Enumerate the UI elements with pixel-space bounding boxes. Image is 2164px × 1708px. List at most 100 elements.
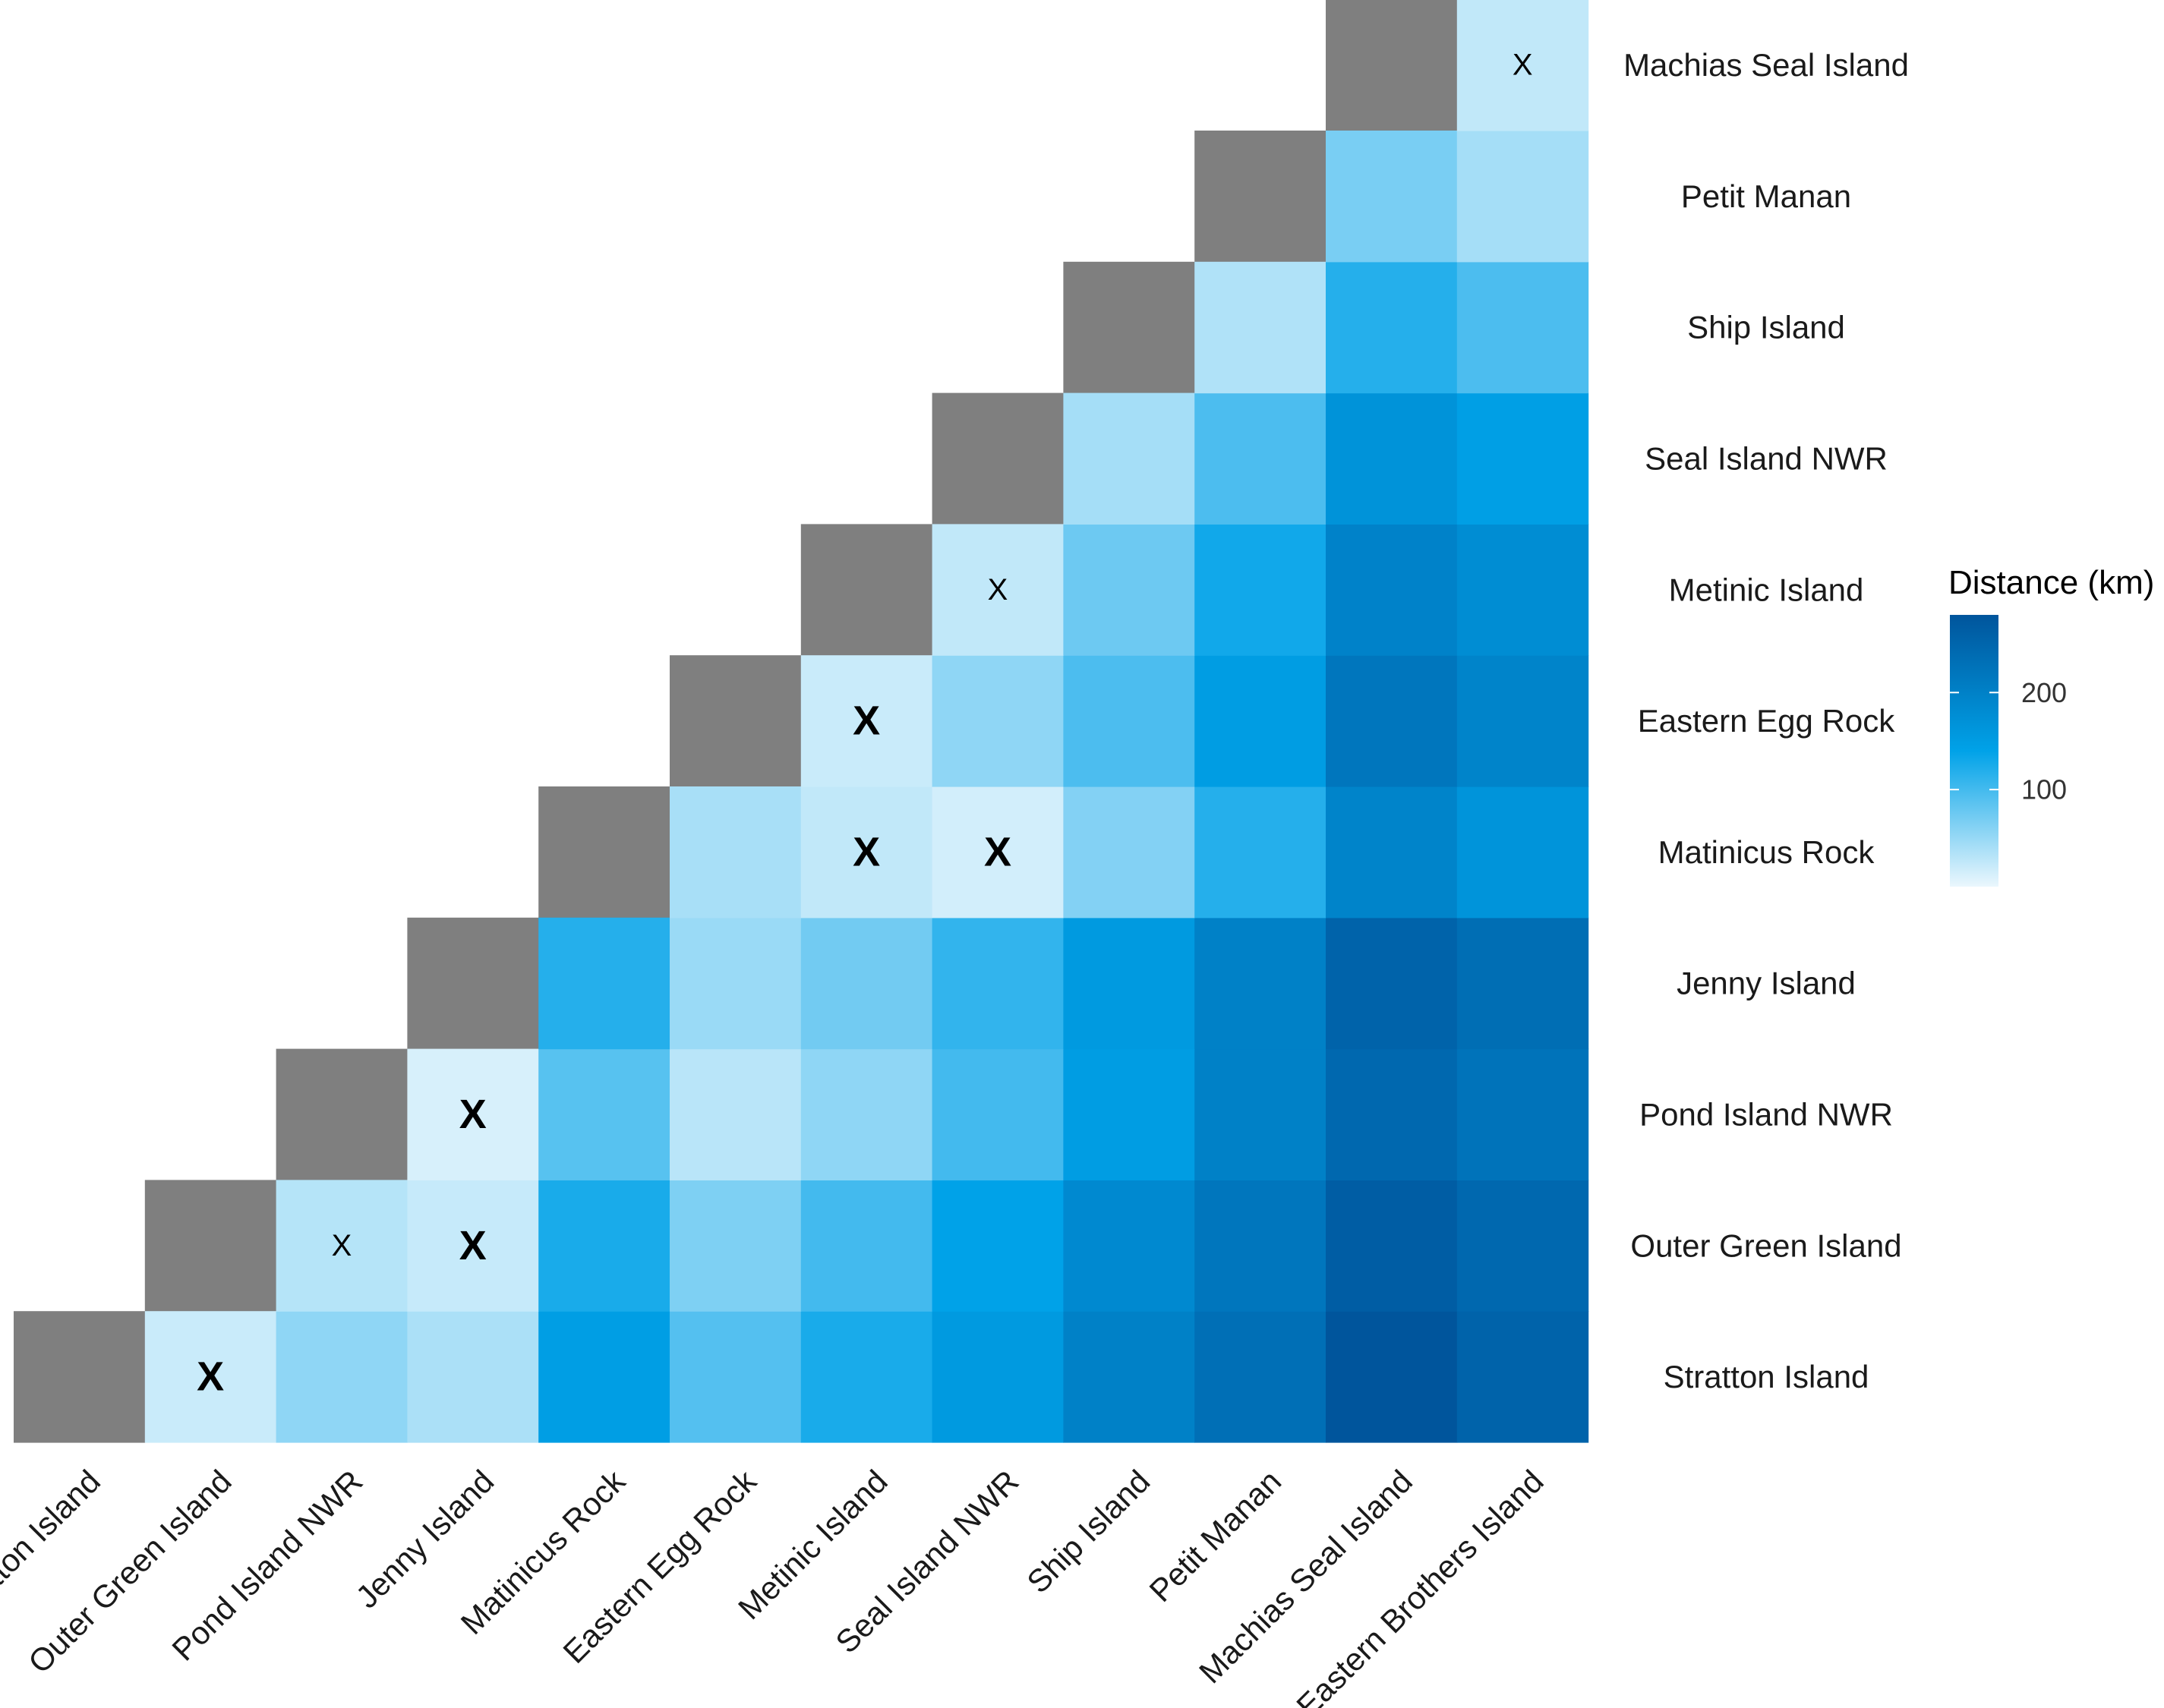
heatmap-cell	[932, 786, 1064, 919]
heatmap-cell	[1456, 1180, 1589, 1312]
diagonal-cell	[1063, 261, 1195, 394]
significance-mark: X	[988, 573, 1008, 607]
x-tick-label: Petit Manan	[1142, 1463, 1288, 1609]
heatmap-cell	[670, 1180, 802, 1312]
heatmap-cell	[670, 1048, 802, 1180]
x-tick-label: Eastern Brothers Island	[1289, 1463, 1550, 1708]
heatmap-cell	[932, 1048, 1064, 1180]
y-tick-label: Jenny Island	[1677, 966, 1856, 1001]
heatmap-cell	[670, 786, 802, 919]
heatmap-cell	[1326, 261, 1458, 394]
y-tick-label: Outer Green Island	[1630, 1227, 1901, 1263]
heatmap-cell	[276, 1180, 408, 1312]
heatmap-cell	[1326, 917, 1458, 1050]
diagonal-cell	[800, 524, 933, 656]
heatmap-cell	[1194, 655, 1326, 787]
y-tick-label: Seal Island NWR	[1645, 441, 1888, 477]
heatmap-cell	[1456, 786, 1589, 919]
heatmap-cell	[144, 1311, 277, 1443]
x-tick-label: Machias Seal Island	[1192, 1463, 1419, 1690]
heatmap-cells	[14, 0, 1589, 1443]
heatmap-cell	[1326, 524, 1458, 656]
heatmap-cell	[1063, 1180, 1195, 1312]
heatmap-cell	[800, 917, 933, 1050]
y-tick-label: Pond Island NWR	[1639, 1097, 1893, 1133]
heatmap-cell	[800, 1048, 933, 1180]
significance-mark: X	[459, 1223, 487, 1268]
heatmap-cell	[1063, 655, 1195, 787]
significance-mark: X	[197, 1354, 224, 1400]
heatmap-cell	[1194, 917, 1326, 1050]
heatmap-cell	[1194, 1180, 1326, 1312]
y-tick-label: Ship Island	[1687, 310, 1845, 345]
heatmap-cell	[932, 655, 1064, 787]
heatmap-cell	[1456, 1311, 1589, 1443]
heatmap-cell	[1063, 786, 1195, 919]
heatmap-cell	[1456, 131, 1589, 263]
heatmap-cell	[800, 1180, 933, 1312]
heatmap-cell	[800, 1311, 933, 1443]
heatmap-cell	[800, 786, 933, 919]
heatmap-cell	[407, 1180, 539, 1312]
significance-marks: X X X X X X X X X	[197, 49, 1532, 1400]
heatmap-cell	[1194, 786, 1326, 919]
significance-mark: X	[459, 1092, 487, 1137]
heatmap-cell	[1063, 1311, 1195, 1443]
heatmap-cell	[1063, 524, 1195, 656]
colorbar-title: Distance (km)	[1948, 564, 2154, 601]
heatmap-cell	[538, 917, 670, 1050]
heatmap-cell	[538, 1048, 670, 1180]
heatmap-cell	[1326, 1180, 1458, 1312]
y-tick-label: Eastern Egg Rock	[1638, 703, 1896, 739]
y-tick-label: Petit Manan	[1681, 178, 1851, 214]
heatmap-cell	[1326, 131, 1458, 263]
significance-mark: X	[1513, 49, 1533, 82]
significance-mark: X	[853, 698, 880, 744]
heatmap-cell	[670, 1311, 802, 1443]
heatmap-cell	[1194, 524, 1326, 656]
heatmap-cell	[1456, 261, 1589, 394]
diagonal-cell	[276, 1048, 408, 1180]
heatmap-cell	[1194, 392, 1326, 525]
colorbar-legend: Distance (km) 100 200	[1948, 564, 2154, 887]
heatmap-cell	[1326, 786, 1458, 919]
heatmap-cell	[1326, 1311, 1458, 1443]
heatmap-cell	[1456, 0, 1589, 131]
colorbar-gradient	[1950, 615, 1998, 887]
heatmap-cell	[1063, 917, 1195, 1050]
heatmap-cell	[932, 524, 1064, 656]
diagonal-cell	[1194, 131, 1326, 263]
heatmap-cell	[800, 655, 933, 787]
y-axis-tick-labels: Stratton Island Outer Green Island Pond Is…	[1623, 47, 1909, 1394]
heatmap-cell	[1456, 524, 1589, 656]
heatmap-cell	[932, 1311, 1064, 1443]
heatmap-cell	[1194, 1048, 1326, 1180]
heatmap-cell	[932, 917, 1064, 1050]
significance-mark: X	[332, 1229, 352, 1262]
diagonal-cell	[14, 1311, 146, 1443]
heatmap-cell	[407, 1311, 539, 1443]
heatmap-cell	[1456, 1048, 1589, 1180]
heatmap-cell	[538, 1180, 670, 1312]
y-tick-label: Metinic Island	[1669, 572, 1864, 607]
diagonal-cell	[407, 917, 539, 1050]
diagonal-cell	[932, 392, 1064, 525]
colorbar-tick-label: 200	[2021, 677, 2067, 708]
heatmap-cell	[932, 1180, 1064, 1312]
heatmap-cell	[407, 1048, 539, 1180]
heatmap-cell	[1456, 655, 1589, 787]
heatmap-cell	[1326, 1048, 1458, 1180]
heatmap-cell	[1456, 392, 1589, 525]
y-tick-label: Stratton Island	[1664, 1359, 1869, 1394]
diagonal-cell	[1326, 0, 1458, 131]
heatmap-cell	[538, 1311, 670, 1443]
heatmap-cell	[1326, 392, 1458, 525]
diagonal-cell	[144, 1180, 277, 1312]
diagonal-cell	[670, 655, 802, 787]
x-tick-label: Ship Island	[1020, 1463, 1156, 1599]
significance-mark: X	[853, 829, 880, 874]
heatmap-cell	[1063, 1048, 1195, 1180]
y-tick-label: Matinicus Rock	[1658, 834, 1875, 870]
